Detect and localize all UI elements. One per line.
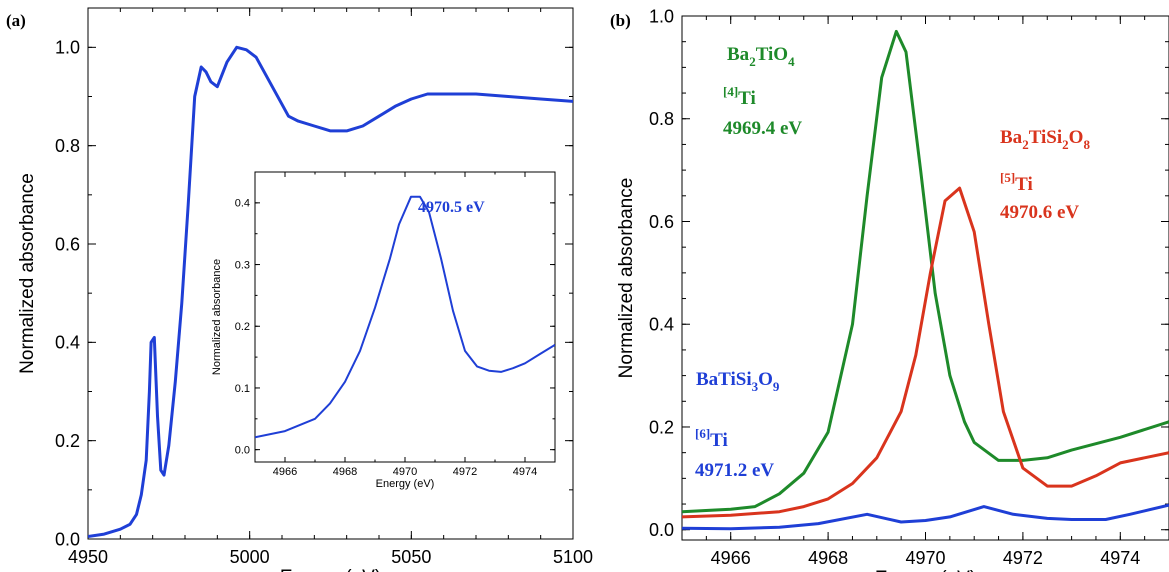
annotation-4969-4ev: 4969.4 eV [723,118,802,139]
x-axis-title: Energy (eV) [376,478,435,490]
x-tick-label: 4972 [453,466,477,478]
y-tick-label: 1.0 [55,38,80,58]
svg-text:Ba2TiSi2O8: Ba2TiSi2O8 [1000,127,1090,152]
x-tick-label: 4972 [1003,548,1043,568]
panel-a-chart: 4950 5000 5050 5100 0.0 0.2 0.4 0.6 0.8 1.0 Energy… [17,7,593,572]
svg-text:[4]Ti: [4]Ti [723,84,756,109]
svg-text:Ba2TiO4: Ba2TiO4 [727,44,795,69]
annotation-4ti: [4]Ti [723,84,756,109]
y-tick-label: 0.8 [649,109,674,129]
panel-b-chart: 4966 4968 4970 4972 4974 0.0 0.2 0.4 0.6 0.8 1.0 En… [616,6,1169,572]
x-tick-label: 4950 [68,547,108,567]
annotation-ba2tisi2o8: Ba2TiSi2O8 [1000,127,1090,152]
y-tick-label: 0.6 [55,234,80,254]
annotation-batisi3o9: BaTiSi3O9 [696,369,780,394]
panel-label-a: (a) [6,11,26,30]
svg-text:[5]Ti: [5]Ti [1000,170,1033,195]
y-tick-label: 0.3 [235,259,250,271]
y-tick-label: 0.6 [649,212,674,232]
y-tick-label: 0.2 [235,321,250,333]
x-axis-title: Energy (eV) [280,567,381,572]
y-axis-title: Normalized absorbance [616,178,637,379]
x-axis-title: Energy (eV) [875,568,976,572]
annotation-5ti: [5]Ti [1000,170,1033,195]
series-line-0 [255,195,555,439]
panel-label-b: (b) [610,11,631,30]
y-tick-label: 0.1 [235,383,250,395]
y-tick-label: 0.0 [235,445,250,457]
y-tick-label: 0.8 [55,136,80,156]
annotation-4970-6ev: 4970.6 eV [1000,202,1079,223]
x-tick-label: 4966 [273,466,297,478]
inset-peak-annotation: 4970.5 eV [418,199,485,216]
annotation-4971-2ev: 4971.2 eV [695,460,774,481]
svg-text:BaTiSi3O9: BaTiSi3O9 [696,369,780,394]
x-tick-label: 4970 [393,466,417,478]
x-tick-label: 4974 [1100,548,1140,568]
x-tick-label: 4966 [711,548,751,568]
y-axis-title: Normalized absorbance [211,259,223,375]
x-tick-label: 5050 [391,547,431,567]
series-line-1 [682,186,1169,519]
annotation-6ti: [6]Ti [695,426,728,451]
x-tick-label: 5000 [230,547,270,567]
x-tick-label: 4968 [333,466,357,478]
y-tick-label: 0.2 [649,417,674,437]
series-line-2 [682,503,1169,531]
y-tick-label: 0.0 [649,520,674,540]
series-line-0 [682,29,1169,514]
x-tick-label: 5100 [553,547,593,567]
y-tick-label: 0.4 [55,333,80,353]
y-axis-title: Normalized absorbance [17,173,38,374]
y-tick-label: 0.4 [649,315,674,335]
y-tick-label: 0.2 [55,431,80,451]
y-tick-label: 0.0 [55,529,80,549]
x-tick-label: 4968 [808,548,848,568]
annotation-ba2tio4: Ba2TiO4 [727,44,795,69]
svg-text:[6]Ti: [6]Ti [695,426,728,451]
plot-frame [87,7,574,540]
x-tick-label: 4970 [905,548,945,568]
y-tick-label: 0.4 [235,198,250,210]
series-line-0 [88,45,573,538]
x-tick-label: 4974 [513,466,537,478]
y-tick-label: 1.0 [649,6,674,26]
panel-a-inset-chart: 4966 4968 4970 4972 4974 0.0 0.1 0.2 0.3 0.4 Energ… [211,171,556,490]
